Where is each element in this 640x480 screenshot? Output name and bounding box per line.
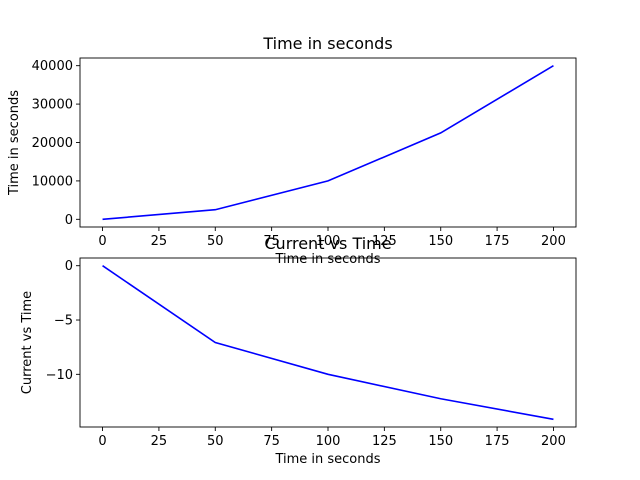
x-tick-label: 125 xyxy=(372,234,397,249)
x-tick-label: 50 xyxy=(207,234,224,249)
series-line xyxy=(102,265,554,421)
y-tick-label: 10000 xyxy=(32,174,73,189)
x-tick-label: 100 xyxy=(316,234,341,249)
x-tick-label: 150 xyxy=(428,234,453,249)
y-tick-label: 20000 xyxy=(32,136,73,151)
axes-frame xyxy=(79,57,577,228)
x-tick-label: 200 xyxy=(541,434,566,449)
y-axis-label: Current vs Time xyxy=(20,291,35,394)
x-tick-label: 75 xyxy=(263,434,280,449)
x-tick-label: 0 xyxy=(98,234,106,249)
axes-frame xyxy=(79,257,577,428)
chart-top: 0 25 50 75 100 125 150 175 200 0 10000 20000 30000 40… xyxy=(7,34,577,267)
x-tick-label: 100 xyxy=(316,434,341,449)
x-tick-label: 50 xyxy=(207,434,224,449)
y-axis-label: Time in seconds xyxy=(7,90,22,196)
x-tick-label: 0 xyxy=(98,434,106,449)
y-tick-label: −5 xyxy=(54,314,73,329)
x-tick-label: 175 xyxy=(485,234,510,249)
series-line xyxy=(102,64,554,221)
chart-bottom: 0 25 50 75 100 125 150 175 200 0 −5 −10 Time in seco… xyxy=(20,234,577,467)
y-tick-label: 30000 xyxy=(32,98,73,113)
x-axis-label: Time in seconds xyxy=(274,252,380,267)
y-tick-label: 40000 xyxy=(32,59,73,74)
x-tick-label: 200 xyxy=(541,234,566,249)
x-tick-label: 25 xyxy=(151,234,168,249)
x-tick-label: 150 xyxy=(428,434,453,449)
y-tick-label: −10 xyxy=(46,368,73,383)
y-tick-label: 0 xyxy=(65,213,73,228)
chart-title: Time in seconds xyxy=(262,34,392,53)
x-tick-label: 75 xyxy=(263,234,280,249)
x-axis-label: Time in seconds xyxy=(274,452,380,467)
chart-title: Current vs Time xyxy=(264,234,391,253)
x-tick-label: 125 xyxy=(372,434,397,449)
x-tick-label: 25 xyxy=(151,434,168,449)
x-tick-label: 175 xyxy=(485,434,510,449)
y-tick-label: 0 xyxy=(65,259,73,274)
